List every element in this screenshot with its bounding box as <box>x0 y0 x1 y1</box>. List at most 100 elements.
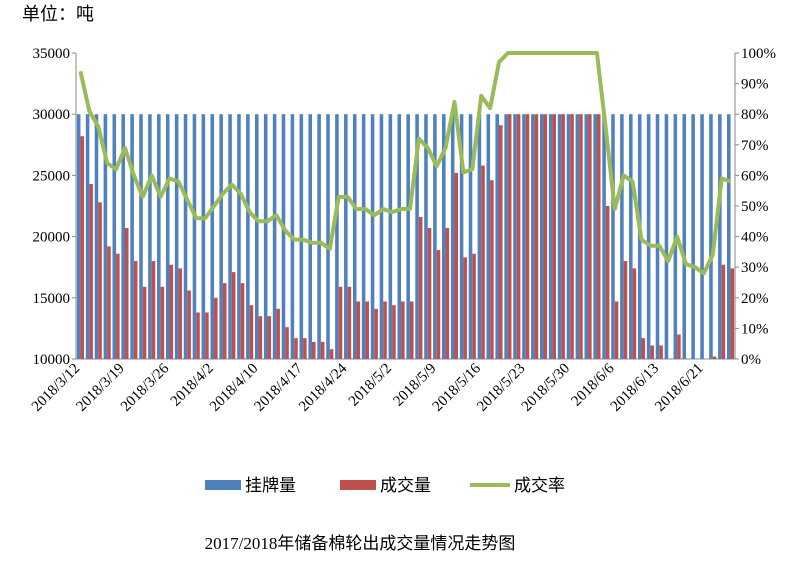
bar <box>539 114 544 359</box>
bar <box>258 316 263 359</box>
bar <box>463 257 467 359</box>
bar <box>178 268 182 359</box>
bar <box>272 114 277 359</box>
bar <box>231 272 236 359</box>
bar <box>187 290 191 359</box>
bar <box>450 114 455 359</box>
bar <box>383 301 387 359</box>
bar <box>611 114 615 359</box>
bar <box>303 338 307 359</box>
bar <box>228 114 232 359</box>
x-tick-label: 2018/6/21 <box>652 361 706 415</box>
bar <box>477 114 482 359</box>
bar <box>709 114 713 359</box>
bar <box>570 114 574 359</box>
bar <box>183 114 188 359</box>
bar <box>664 114 669 359</box>
bar <box>641 338 646 359</box>
y2-tick-label: 60% <box>741 168 769 184</box>
bar <box>442 114 446 359</box>
bar <box>254 114 259 359</box>
bar <box>267 316 272 359</box>
bar <box>561 114 565 359</box>
bar <box>726 114 731 359</box>
x-tick-label: 2018/3/26 <box>118 360 173 415</box>
x-tick-label: 2018/3/12 <box>29 361 83 415</box>
bar <box>347 286 352 359</box>
bar <box>507 114 512 359</box>
chart-title: 2017/2018年储备棉轮出成交量情况走势图 <box>205 534 516 553</box>
bar <box>174 114 179 359</box>
bar <box>525 114 530 359</box>
bar <box>472 253 476 359</box>
unit-label: 单位：吨 <box>22 4 94 24</box>
bar <box>192 114 197 359</box>
bar <box>116 253 120 359</box>
x-tick-label: 2018/4/10 <box>207 361 261 415</box>
bar <box>320 341 325 359</box>
bar <box>374 308 378 359</box>
y-tick-label: 20000 <box>33 230 71 246</box>
bar <box>165 114 170 359</box>
y-tick-label: 10000 <box>33 352 71 368</box>
y2-tick-label: 40% <box>741 230 769 246</box>
bar <box>712 356 717 359</box>
bar <box>335 114 339 359</box>
bar <box>210 114 215 359</box>
bar <box>124 228 129 359</box>
bar <box>76 114 81 359</box>
bar <box>499 125 503 359</box>
bar <box>579 114 583 359</box>
y2-tick-label: 70% <box>741 138 769 154</box>
legend-label: 成交量 <box>380 476 431 495</box>
bar <box>103 114 108 359</box>
bar <box>222 283 227 359</box>
bar <box>214 297 218 359</box>
bar <box>294 338 298 359</box>
bar <box>415 114 419 359</box>
bar <box>566 114 571 359</box>
bar <box>504 114 508 359</box>
bar <box>588 114 592 359</box>
bar <box>543 114 548 359</box>
bar <box>481 165 485 359</box>
bar <box>249 305 254 359</box>
bar <box>646 114 651 359</box>
bar <box>677 334 681 359</box>
bar <box>575 114 580 359</box>
bar <box>365 301 369 359</box>
x-tick-label: 2018/5/30 <box>519 361 573 415</box>
legend-label: 成交率 <box>514 476 565 495</box>
bar <box>691 114 695 359</box>
bar <box>311 341 316 359</box>
bar <box>130 114 134 359</box>
bar <box>89 183 93 359</box>
bar <box>650 345 654 359</box>
bar <box>436 250 441 359</box>
bar <box>329 349 334 359</box>
y-tick-label: 25000 <box>33 168 71 184</box>
bar <box>98 202 102 359</box>
y2-tick-label: 10% <box>741 321 769 337</box>
bar <box>531 114 535 359</box>
bar <box>112 114 117 359</box>
bar <box>593 114 597 359</box>
bar <box>151 261 156 359</box>
bar <box>730 268 735 359</box>
bar <box>317 114 321 359</box>
bar <box>459 114 464 359</box>
bar <box>85 114 90 359</box>
bar <box>614 301 619 359</box>
bar <box>596 114 601 359</box>
x-tick-label: 2018/6/13 <box>608 361 662 415</box>
bar <box>486 114 491 359</box>
bar <box>445 228 450 359</box>
y-tick-label: 15000 <box>33 291 71 307</box>
bar <box>468 114 473 359</box>
y-tick-label: 35000 <box>33 46 71 62</box>
bar <box>620 114 624 359</box>
bar <box>659 345 663 359</box>
bar <box>718 114 722 359</box>
bar <box>338 286 343 359</box>
bar <box>454 172 459 359</box>
